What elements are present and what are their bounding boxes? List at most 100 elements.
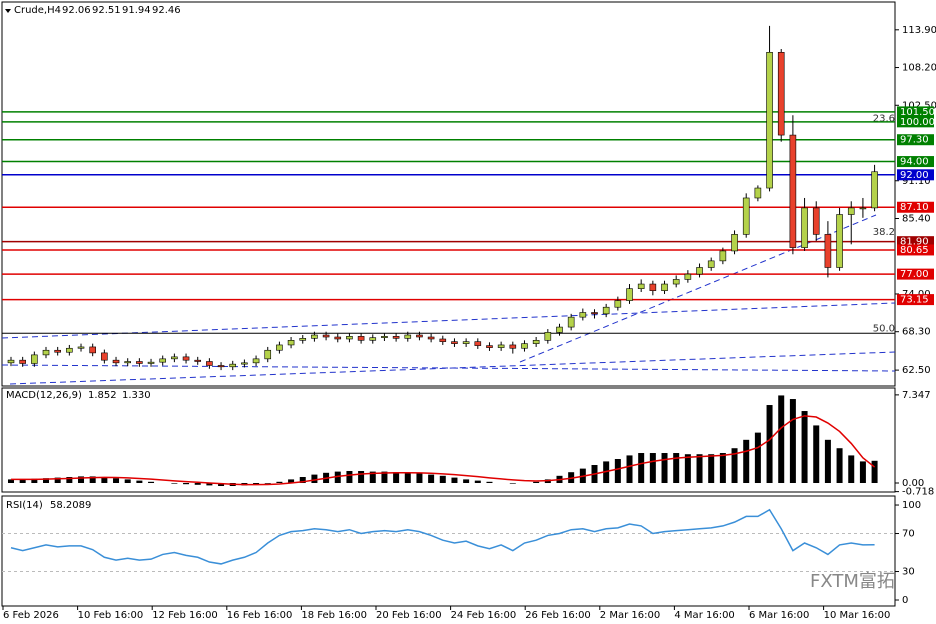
macd-bar [766, 405, 773, 484]
macd-bar [124, 479, 131, 484]
macd-bar [708, 454, 715, 484]
y-tick-label: 70 [902, 529, 915, 540]
candle-body [427, 336, 435, 340]
x-tick-label: 4 Mar 16:00 [674, 610, 734, 621]
candle-body [136, 361, 143, 364]
y-tick-label: 91.10 [902, 176, 931, 187]
x-tick-label: 20 Feb 16:00 [376, 610, 442, 621]
level-label: 81.90 [900, 237, 929, 248]
candle-body [89, 346, 96, 354]
level-box [897, 268, 934, 280]
level-label: 73.15 [900, 295, 929, 306]
candle-body [287, 340, 295, 346]
x-tick-label: 6 Mar 16:00 [749, 610, 809, 621]
candle-body [194, 359, 202, 362]
x-tick-label: 24 Feb 16:00 [451, 610, 517, 621]
candle-body [567, 316, 575, 328]
candle-body [684, 273, 692, 280]
candle-body [847, 207, 855, 215]
candle-body [392, 336, 400, 339]
macd-bar [346, 471, 353, 484]
candle-body [112, 359, 120, 364]
macd-bar [649, 453, 656, 484]
macd-bar [183, 483, 190, 485]
candle-body [836, 214, 843, 268]
quote-value: 92.46 [152, 5, 181, 16]
candle-body [602, 306, 610, 315]
macd-bar [638, 453, 645, 484]
level-label: 80.65 [900, 245, 929, 256]
candle-body [7, 359, 15, 364]
macd-bar [731, 448, 738, 484]
level-label: 92.00 [900, 170, 929, 181]
macd-bar [393, 472, 400, 484]
macd-bar [78, 476, 85, 484]
macd-bar [43, 478, 50, 484]
candle-body [731, 234, 738, 252]
macd-bar [66, 477, 73, 484]
candle-body [579, 312, 587, 318]
candle-body [404, 334, 412, 339]
candle-body [77, 346, 85, 349]
macd-bar [8, 479, 14, 484]
candle-body [707, 260, 715, 268]
macd-bar [54, 477, 61, 484]
level-label: 101.50 [900, 107, 935, 118]
macd-bar [533, 481, 540, 484]
candle-body [661, 283, 668, 291]
candle-body [276, 344, 283, 351]
candle-body [416, 334, 423, 338]
macd-signal [11, 415, 876, 486]
menu-icon[interactable] [5, 9, 11, 13]
macd-bar [801, 411, 808, 484]
candle-body [42, 349, 50, 356]
candle-body [637, 283, 645, 289]
y-tick-label: 0 [902, 595, 908, 606]
level-box [897, 294, 934, 306]
candle-body [54, 349, 61, 353]
macd-bar [416, 473, 423, 484]
macd-bar [194, 483, 201, 485]
candle-body [381, 336, 388, 338]
macd-bar [463, 479, 470, 484]
candle-body [544, 332, 552, 341]
macd-bar [19, 479, 26, 484]
candle-body [801, 207, 808, 248]
macd-bar [276, 481, 283, 484]
candle-body [229, 363, 237, 368]
macd-bar [288, 479, 295, 484]
macd-bar [89, 476, 96, 484]
x-tick-label: 18 Feb 16:00 [301, 610, 367, 621]
rsi-line [10, 508, 875, 565]
level-box [897, 244, 934, 256]
candle-body [357, 336, 365, 341]
macd-bar [673, 453, 680, 484]
x-tick-label: 2 Mar 16:00 [600, 610, 660, 621]
fib-label: 23.6 [873, 113, 895, 124]
candle-body [101, 352, 108, 361]
x-tick-label: 6 Feb 2026 [3, 610, 59, 621]
quote-value: 92.06 [62, 5, 91, 16]
candle-body [859, 207, 867, 210]
rsi-frame [1, 495, 896, 607]
level-box [897, 201, 934, 213]
macd-bar [754, 432, 761, 484]
macd-bar [218, 483, 225, 487]
macd-bar [836, 448, 843, 484]
candle-body [182, 356, 190, 361]
macd-bar [684, 454, 691, 484]
candle-body [439, 338, 447, 342]
quote-value: 91.94 [122, 5, 151, 16]
macd-bar [171, 483, 178, 484]
y-tick-label: 62.50 [902, 365, 931, 376]
macd-bar [813, 425, 820, 484]
candle-body [474, 341, 482, 346]
level-box [897, 236, 934, 248]
y-tick-label: 0.00 [902, 478, 924, 489]
candle-body [532, 340, 540, 344]
candle-body [206, 361, 213, 366]
trend-line [1, 364, 896, 372]
macd-bar [31, 478, 38, 484]
candle-body [299, 338, 307, 341]
